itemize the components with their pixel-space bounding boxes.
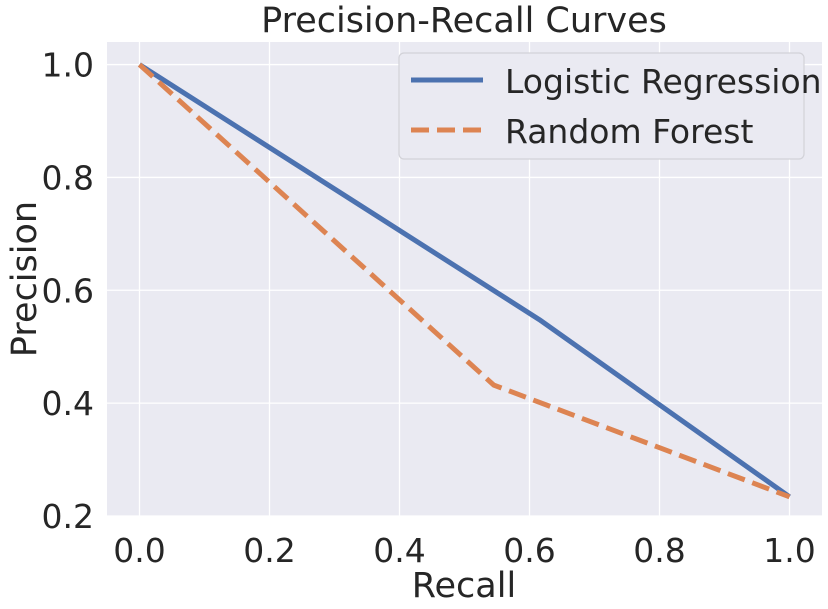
x-tick-label: 0.8: [633, 531, 685, 570]
series-line-logistic-regression: [138, 62, 791, 499]
series-layer: [137, 62, 791, 500]
y-tick-label: 0.4: [42, 384, 94, 423]
y-tick-label: 0.6: [42, 271, 94, 310]
y-tick-label: 0.2: [42, 497, 94, 536]
x-tick-labels: 0.0 0.2 0.4 0.6 0.8 1.0: [113, 531, 815, 570]
y-tick-labels: 0.2 0.4 0.6 0.8 1.0: [42, 46, 94, 536]
x-tick-label: 0.4: [373, 531, 425, 570]
y-tick-label: 1.0: [42, 46, 94, 85]
x-axis-label: Recall: [412, 566, 516, 606]
legend-label-random-forest: Random Forest: [505, 112, 753, 151]
legend-label-logistic-regression: Logistic Regression: [505, 62, 822, 101]
y-tick-label: 0.8: [42, 158, 94, 197]
legend: Logistic Regression Random Forest: [398, 52, 822, 160]
chart-title: Precision-Recall Curves: [261, 1, 667, 41]
x-tick-label: 0.2: [243, 531, 295, 570]
series-line-random-forest: [137, 62, 791, 500]
y-axis-label: Precision: [5, 201, 45, 357]
x-tick-label: 1.0: [763, 531, 815, 570]
x-tick-label: 0.0: [113, 531, 165, 570]
legend-box: [398, 52, 805, 160]
x-tick-label: 0.6: [503, 531, 555, 570]
